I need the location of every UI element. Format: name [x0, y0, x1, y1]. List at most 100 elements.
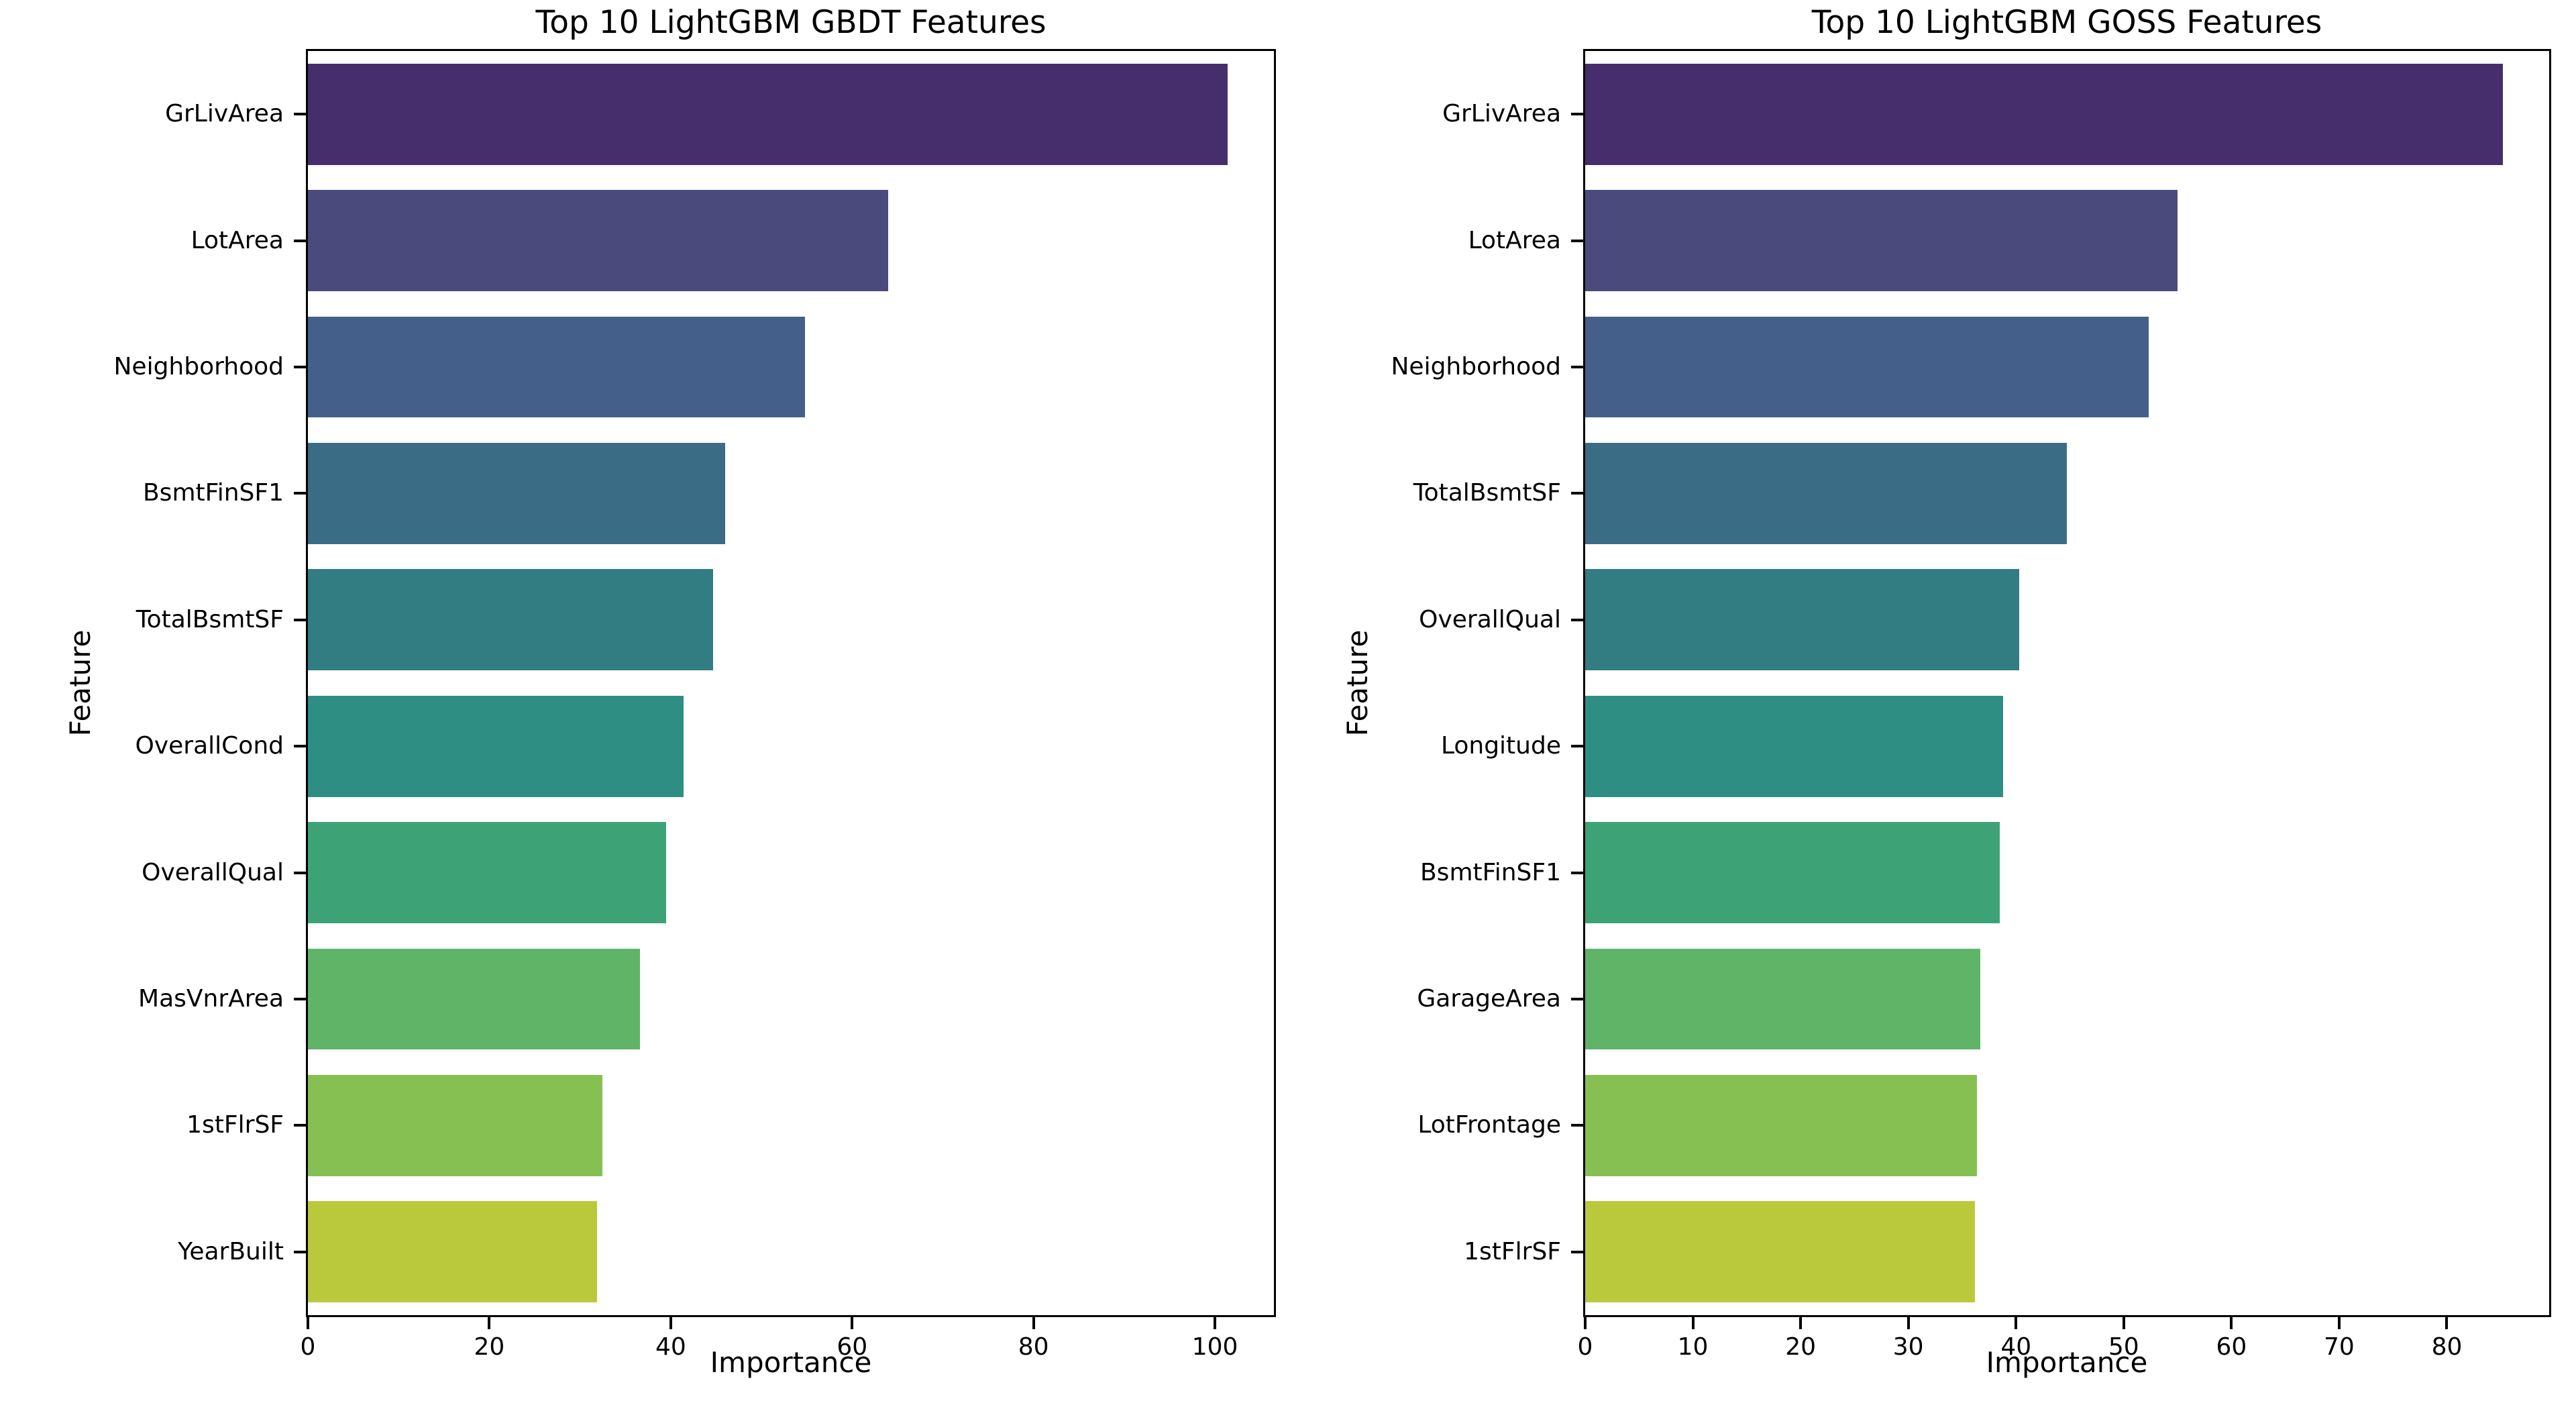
x-tick-label-50: 50: [2108, 1333, 2139, 1361]
bar-LotFrontage: [1585, 1075, 1978, 1176]
bar-BsmtFinSF1: [1585, 822, 2000, 923]
y-tick-label-GrLivArea: GrLivArea: [1442, 100, 1561, 128]
x-tick-mark: [2122, 1317, 2125, 1329]
y-tick-mark: [294, 998, 306, 1000]
x-tick-mark: [1584, 1317, 1587, 1329]
y-tick-mark: [1571, 1124, 1583, 1127]
y-tick-label-BsmtFinSF1: BsmtFinSF1: [1419, 858, 1561, 886]
y-tick-mark: [294, 1250, 306, 1253]
y-tick-mark: [294, 618, 306, 621]
x-tick-label-80: 80: [1018, 1333, 1049, 1361]
y-tick-mark: [294, 113, 306, 116]
chart-lightgbm-gbdt: Top 10 LightGBM GBDT Features Feature Gr…: [64, 4, 1276, 1379]
y-tick-label-Neighborhood: Neighborhood: [113, 353, 284, 380]
x-tick-mark: [1214, 1317, 1217, 1329]
chart-title: Top 10 LightGBM GOSS Features: [1811, 4, 2322, 41]
y-tick-mark: [294, 239, 306, 242]
bar-1stFlrSF: [308, 1075, 603, 1176]
bar-Longitude: [1585, 695, 2003, 797]
y-tick-label-TotalBsmtSF: TotalBsmtSF: [1413, 479, 1561, 507]
y-tick-label-YearBuilt: YearBuilt: [178, 1237, 284, 1265]
y-tick-label-OverallQual: OverallQual: [142, 858, 284, 886]
y-tick-mark: [1571, 998, 1583, 1000]
plot-area: GrLivArea LotArea Neighborhood TotalBsmtSF O…: [1391, 49, 2551, 1359]
bar-GrLivArea: [308, 63, 1228, 165]
y-tick-label-1stFlrSF: 1stFlrSF: [1464, 1237, 1561, 1265]
plot-area: GrLivArea LotArea Neighborhood BsmtFinSF1 To…: [113, 49, 1276, 1359]
x-tick-mark: [2445, 1317, 2449, 1329]
y-tick-mark: [294, 871, 306, 874]
y-tick-mark: [294, 745, 306, 748]
y-axis-label: Feature: [1341, 629, 1374, 737]
y-tick-label-LotArea: LotArea: [191, 226, 284, 254]
y-tick-mark: [294, 366, 306, 368]
y-tick-mark: [1571, 239, 1583, 242]
y-tick-mark: [1571, 745, 1583, 748]
bar-BsmtFinSF1: [308, 443, 725, 544]
x-tick-label-10: 10: [1677, 1333, 1709, 1361]
y-tick-mark: [1571, 618, 1583, 621]
y-tick-label-GarageArea: GarageArea: [1417, 985, 1561, 1013]
x-tick-label-30: 30: [1892, 1333, 1924, 1361]
x-tick-mark: [1907, 1317, 1910, 1329]
y-tick-label-GrLivArea: GrLivArea: [165, 100, 284, 128]
x-tick-label-60: 60: [2216, 1333, 2247, 1361]
bar-LotArea: [308, 190, 889, 291]
bar-1stFlrSF: [1585, 1201, 1976, 1303]
y-tick-label-MasVnrArea: MasVnrArea: [138, 985, 284, 1013]
bar-OverallCond: [308, 695, 684, 797]
bar-TotalBsmtSF: [1585, 443, 2067, 544]
y-tick-mark: [294, 492, 306, 495]
x-tick-label-40: 40: [2000, 1333, 2032, 1361]
x-tick-mark: [669, 1317, 672, 1329]
y-tick-label-LotFrontage: LotFrontage: [1417, 1111, 1561, 1139]
x-axis-label: Importance: [1986, 1346, 2148, 1379]
y-axis-label: Feature: [64, 629, 97, 737]
bar-TotalBsmtSF: [308, 569, 714, 671]
x-tick-mark: [851, 1317, 854, 1329]
y-tick-label-LotArea: LotArea: [1468, 226, 1561, 254]
y-tick-label-Longitude: Longitude: [1440, 732, 1561, 760]
x-tick-label-40: 40: [655, 1333, 686, 1361]
x-tick-mark: [307, 1317, 309, 1329]
bar-GrLivArea: [1585, 63, 2503, 165]
x-tick-label-0: 0: [1577, 1333, 1593, 1361]
y-tick-label-OverallQual: OverallQual: [1419, 605, 1561, 633]
x-tick-label-100: 100: [1191, 1333, 1238, 1361]
bar-GarageArea: [1585, 948, 1981, 1050]
bar-Neighborhood: [1585, 316, 2149, 418]
x-tick-label-60: 60: [837, 1333, 868, 1361]
x-tick-label-20: 20: [1785, 1333, 1817, 1361]
y-tick-label-TotalBsmtSF: TotalBsmtSF: [136, 605, 284, 633]
y-tick-mark: [1571, 113, 1583, 116]
x-tick-mark: [488, 1317, 491, 1329]
x-tick-mark: [1691, 1317, 1695, 1329]
bar-OverallQual: [1585, 569, 2020, 671]
y-tick-mark: [294, 1124, 306, 1127]
x-tick-label-20: 20: [474, 1333, 505, 1361]
x-tick-mark: [2015, 1317, 2018, 1329]
x-tick-mark: [1799, 1317, 1803, 1329]
x-tick-mark: [1032, 1317, 1035, 1329]
bar-MasVnrArea: [308, 948, 640, 1050]
bar-LotArea: [1585, 190, 2178, 291]
x-tick-mark: [2337, 1317, 2341, 1329]
chart-title: Top 10 LightGBM GBDT Features: [535, 4, 1046, 41]
x-axis-label: Importance: [710, 1346, 872, 1379]
x-tick-label-80: 80: [2431, 1333, 2463, 1361]
x-tick-mark: [2230, 1317, 2233, 1329]
bar-YearBuilt: [308, 1201, 598, 1303]
x-tick-label-0: 0: [300, 1333, 316, 1361]
bar-OverallQual: [308, 822, 667, 923]
y-tick-label-Neighborhood: Neighborhood: [1391, 353, 1561, 380]
y-tick-label-BsmtFinSF1: BsmtFinSF1: [142, 479, 284, 507]
bar-Neighborhood: [308, 316, 805, 418]
y-tick-mark: [1571, 492, 1583, 495]
y-tick-mark: [1571, 1250, 1583, 1253]
y-tick-label-1stFlrSF: 1stFlrSF: [186, 1111, 284, 1139]
x-tick-label-70: 70: [2324, 1333, 2355, 1361]
y-tick-label-OverallCond: OverallCond: [135, 732, 284, 760]
y-tick-mark: [1571, 871, 1583, 874]
y-tick-mark: [1571, 366, 1583, 368]
chart-lightgbm-goss: Top 10 LightGBM GOSS Features Feature Gr…: [1288, 0, 2576, 1401]
